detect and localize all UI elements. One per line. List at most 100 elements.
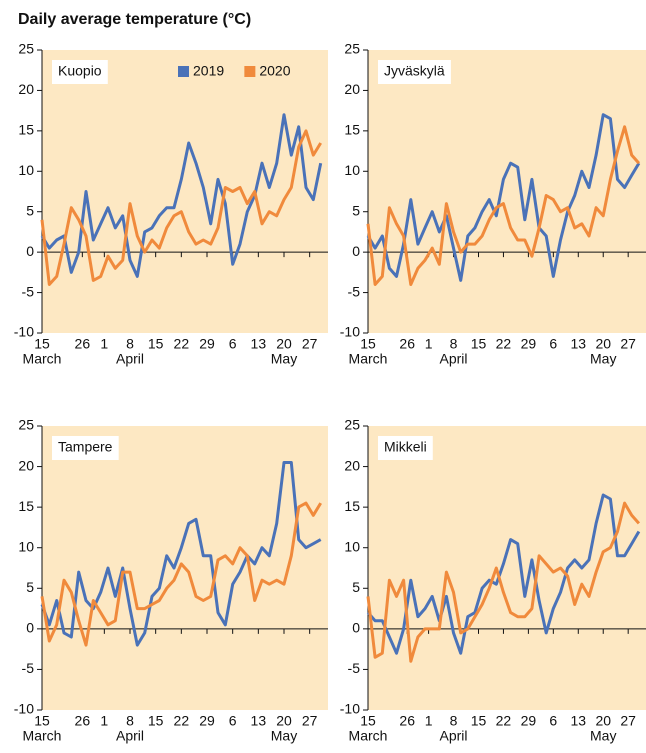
x-group-label: April [440,351,468,367]
y-tick-label: -5 [348,660,361,676]
x-tick-label: 6 [229,713,237,729]
y-tick-label: 25 [344,417,360,433]
panel-title-box [52,436,119,460]
y-tick-label: -10 [340,324,360,340]
x-tick-label: 22 [174,336,190,352]
x-tick-label: 8 [450,713,458,729]
x-group-label: May [271,728,297,744]
y-tick-label: 20 [344,457,360,473]
y-tick-label: 5 [26,202,34,218]
y-tick-label: 25 [18,41,34,57]
panel-title: Mikkeli [384,439,427,455]
x-tick-label: 13 [570,713,586,729]
x-tick-label: 27 [620,713,636,729]
panel-title: Kuopio [58,63,102,79]
x-group-label: April [116,351,144,367]
x-tick-label: 15 [360,336,376,352]
x-tick-label: 8 [450,336,458,352]
x-tick-label: 15 [148,336,164,352]
x-tick-label: 20 [595,336,611,352]
y-tick-label: 20 [18,457,34,473]
y-tick-label: 10 [18,538,34,554]
legend-label: 2020 [259,63,290,79]
legend-swatch [244,66,256,77]
x-tick-label: 29 [521,713,537,729]
y-tick-label: 5 [352,579,360,595]
x-tick-label: 13 [570,336,586,352]
y-tick-label: 10 [344,538,360,554]
y-tick-label: 25 [344,41,360,57]
y-tick-label: -5 [22,283,35,299]
x-tick-label: 15 [471,336,487,352]
x-tick-label: 6 [549,713,557,729]
legend-swatch [178,66,189,77]
x-tick-label: 15 [148,713,164,729]
y-tick-label: 15 [344,498,360,514]
series-line [40,501,322,647]
y-tick-label: 0 [26,243,34,259]
x-tick-label: 1 [425,713,433,729]
y-tick-label: -10 [14,324,34,340]
x-tick-label: 20 [276,713,292,729]
series-line [40,129,322,286]
x-tick-label: 6 [549,336,557,352]
plot-background [42,50,328,333]
x-tick-label: 26 [75,713,91,729]
x-tick-label: 15 [34,336,50,352]
y-tick-label: 10 [344,162,360,178]
x-tick-label: 22 [496,713,512,729]
x-tick-label: 29 [521,336,537,352]
series-line [366,125,641,286]
y-tick-label: -10 [14,701,34,717]
x-tick-label: 27 [302,713,318,729]
x-group-label: April [116,728,144,744]
y-tick-label: 15 [18,122,34,138]
series-line [366,113,641,282]
x-tick-label: 22 [496,336,512,352]
y-tick-label: 0 [352,243,360,259]
x-tick-label: 27 [302,336,318,352]
panel-title: Tampere [58,439,113,455]
x-tick-label: 1 [100,336,108,352]
x-group-label: May [271,351,297,367]
y-tick-label: 20 [344,81,360,97]
series-line [366,501,641,663]
x-tick-label: 8 [126,713,134,729]
panel-title: Jyväskylä [384,63,445,79]
panel-title-box [52,60,108,84]
x-group-label: March [349,728,388,744]
x-tick-label: 1 [425,336,433,352]
plot-background [368,50,646,333]
y-tick-label: 0 [26,620,34,636]
y-tick-label: 5 [26,579,34,595]
x-tick-label: 15 [360,713,376,729]
y-tick-label: 0 [352,620,360,636]
series-line [40,461,322,647]
x-group-label: May [590,351,616,367]
x-tick-label: 27 [620,336,636,352]
y-tick-label: 5 [352,202,360,218]
x-tick-label: 15 [34,713,50,729]
x-group-label: March [23,728,62,744]
y-tick-label: -5 [22,660,35,676]
x-group-label: March [349,351,388,367]
x-tick-label: 15 [471,713,487,729]
x-tick-label: 29 [199,713,215,729]
y-tick-label: 25 [18,417,34,433]
y-tick-label: -10 [340,701,360,717]
y-tick-label: 15 [344,122,360,138]
x-tick-label: 6 [229,336,237,352]
x-group-label: March [23,351,62,367]
x-tick-label: 13 [251,336,267,352]
y-tick-label: -5 [348,283,361,299]
y-tick-label: 10 [18,162,34,178]
page-title: Daily average temperature (°C) [18,11,251,28]
x-tick-label: 26 [399,336,415,352]
x-tick-label: 20 [276,336,292,352]
x-tick-label: 22 [174,713,190,729]
x-group-label: May [590,728,616,744]
x-group-label: April [440,728,468,744]
plot-background [368,426,646,710]
x-tick-label: 13 [251,713,267,729]
